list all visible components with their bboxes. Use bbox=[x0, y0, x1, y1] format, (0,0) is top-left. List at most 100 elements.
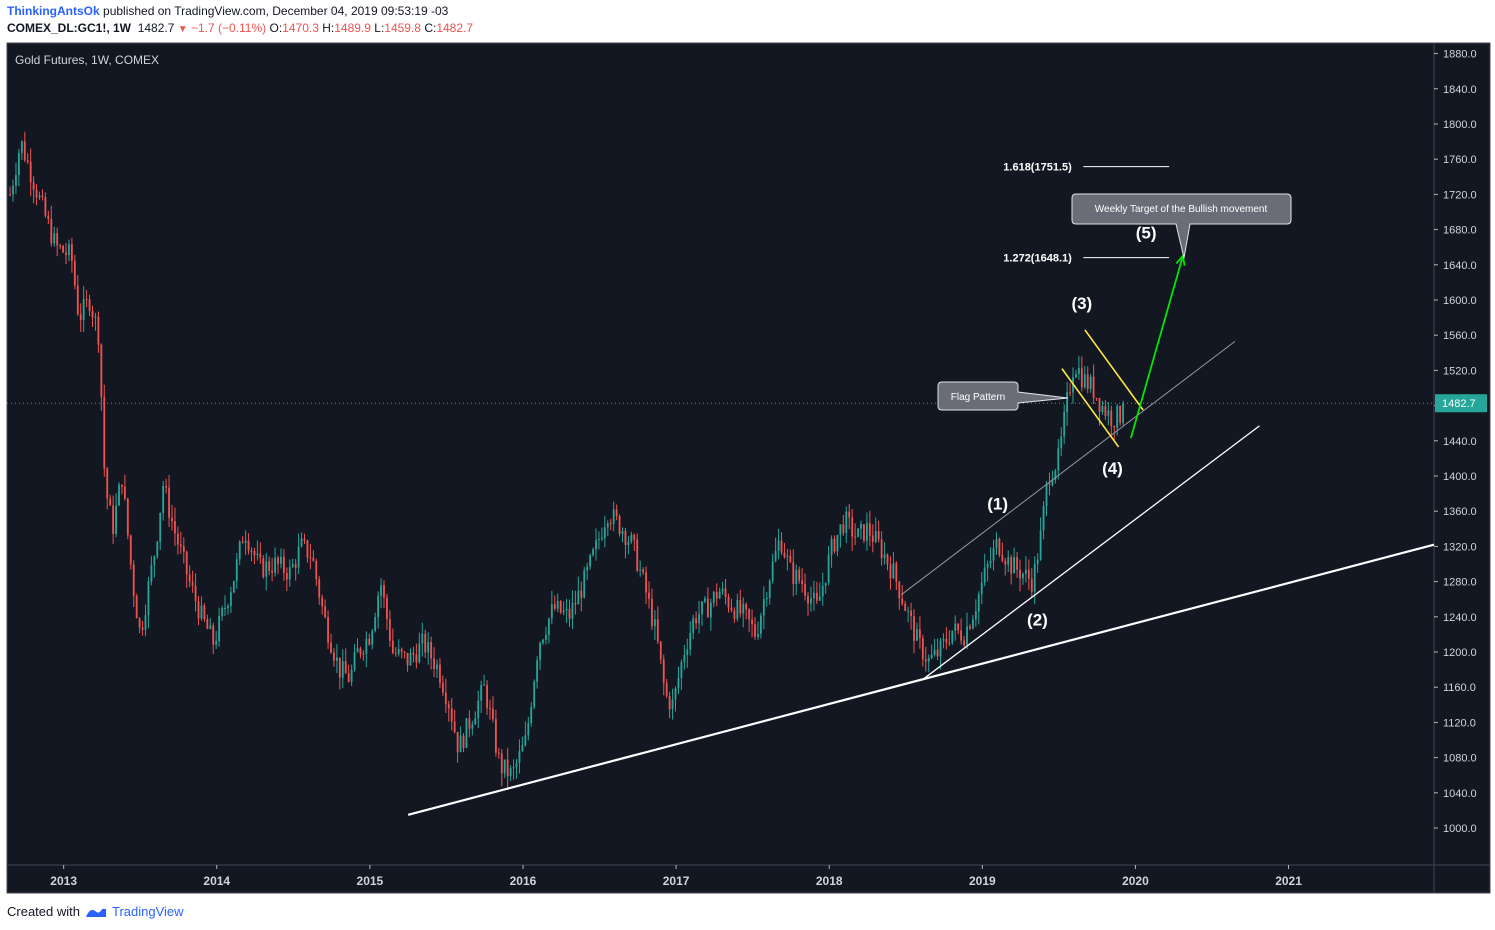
candle-down bbox=[1113, 426, 1116, 428]
candle-down bbox=[924, 659, 927, 662]
time-tick-label: 2019 bbox=[969, 874, 996, 888]
candle-down bbox=[44, 197, 47, 216]
candle-up bbox=[1024, 569, 1027, 574]
candle-down bbox=[745, 604, 748, 610]
candle-up bbox=[17, 152, 20, 176]
candle-up bbox=[12, 185, 14, 195]
price-tick-label: 1760.0 bbox=[1443, 154, 1477, 166]
price-tick-label: 1240.0 bbox=[1443, 612, 1477, 624]
candle-up bbox=[916, 629, 918, 641]
candle-down bbox=[262, 558, 265, 577]
price-tick-label: 1800.0 bbox=[1443, 119, 1477, 131]
candle-down bbox=[259, 553, 262, 559]
candle-up bbox=[397, 648, 400, 654]
candle-up bbox=[830, 538, 833, 555]
published-text: published on TradingView.com, December 0… bbox=[103, 4, 449, 18]
candle-up bbox=[218, 616, 221, 642]
candle-up bbox=[539, 642, 541, 661]
candle-up bbox=[977, 594, 980, 612]
drawings-layer: 1482.7 1.618(1751.5) 1.272(1648.1) (1) (2) (3… bbox=[7, 162, 1487, 816]
candle-down bbox=[494, 719, 497, 753]
candle-down bbox=[123, 486, 126, 499]
candle-down bbox=[309, 557, 312, 559]
candle-up bbox=[200, 605, 203, 619]
symbol-label[interactable]: COMEX_DL:GC1!, 1W bbox=[7, 21, 132, 35]
candle-up bbox=[583, 570, 586, 598]
candle-up bbox=[377, 595, 380, 618]
candle-up bbox=[350, 669, 353, 682]
candle-down bbox=[580, 590, 583, 598]
candle-down bbox=[91, 311, 94, 318]
candle-down bbox=[433, 658, 435, 670]
tradingview-link[interactable]: TradingView bbox=[111, 904, 184, 919]
candle-up bbox=[786, 555, 789, 558]
candle-down bbox=[318, 579, 321, 598]
candle-down bbox=[1019, 569, 1021, 579]
candle-down bbox=[468, 718, 471, 729]
time-tick-label: 2016 bbox=[510, 874, 537, 888]
chart-frame bbox=[6, 42, 1491, 894]
candle-up bbox=[509, 768, 512, 777]
candle-down bbox=[441, 682, 444, 693]
candle-up bbox=[639, 569, 642, 571]
candle-down bbox=[500, 753, 503, 774]
candle-down bbox=[194, 585, 197, 602]
candle-up bbox=[356, 648, 359, 653]
candle-up bbox=[550, 604, 553, 619]
candle-up bbox=[930, 654, 933, 658]
candle-down bbox=[247, 540, 250, 551]
candle-down bbox=[957, 623, 960, 631]
candle-up bbox=[939, 640, 942, 657]
candle-down bbox=[47, 215, 50, 219]
candles-layer bbox=[9, 131, 1124, 791]
candle-down bbox=[9, 194, 11, 196]
candle-down bbox=[921, 638, 924, 660]
candle-up bbox=[709, 602, 712, 618]
candle-up bbox=[518, 751, 521, 763]
candle-up bbox=[156, 541, 159, 557]
candle-down bbox=[739, 599, 742, 614]
author-link[interactable]: ThinkingAntsOk bbox=[7, 4, 100, 18]
candle-down bbox=[733, 610, 736, 619]
candle-up bbox=[839, 524, 842, 536]
candle-up bbox=[297, 546, 300, 568]
candle-up bbox=[1063, 412, 1066, 437]
candle-up bbox=[765, 597, 768, 600]
wave-label: (3) bbox=[1071, 294, 1092, 313]
candle-down bbox=[306, 540, 309, 558]
candle-up bbox=[274, 557, 276, 573]
price-tick-label: 1320.0 bbox=[1443, 541, 1477, 553]
candle-down bbox=[963, 640, 965, 646]
candle-down bbox=[706, 598, 709, 618]
candle-up bbox=[471, 724, 474, 729]
candle-down bbox=[1004, 560, 1007, 565]
candle-up bbox=[521, 745, 524, 752]
candle-down bbox=[141, 627, 144, 630]
candle-down bbox=[62, 246, 64, 253]
candle-up bbox=[300, 538, 303, 547]
candle-up bbox=[503, 759, 506, 774]
candle-down bbox=[1016, 557, 1018, 570]
candle-up bbox=[810, 598, 812, 604]
wave-label: (4) bbox=[1102, 459, 1123, 478]
candle-down bbox=[833, 538, 836, 552]
candle-down bbox=[447, 704, 450, 709]
candle-up bbox=[692, 618, 695, 633]
candle-up bbox=[118, 484, 120, 506]
candle-up bbox=[698, 614, 700, 624]
candle-down bbox=[444, 692, 447, 705]
candle-up bbox=[612, 509, 615, 524]
candle-down bbox=[388, 618, 391, 641]
candle-up bbox=[674, 688, 677, 700]
target-arrow-head bbox=[1175, 253, 1186, 266]
candle-up bbox=[704, 598, 706, 602]
candle-up bbox=[1022, 573, 1024, 579]
candle-up bbox=[341, 661, 344, 678]
candle-down bbox=[727, 596, 730, 608]
candle-up bbox=[865, 523, 868, 541]
candle-down bbox=[303, 538, 306, 541]
candle-down bbox=[960, 630, 963, 641]
time-tick-label: 2021 bbox=[1275, 874, 1302, 888]
candle-down bbox=[642, 569, 645, 573]
